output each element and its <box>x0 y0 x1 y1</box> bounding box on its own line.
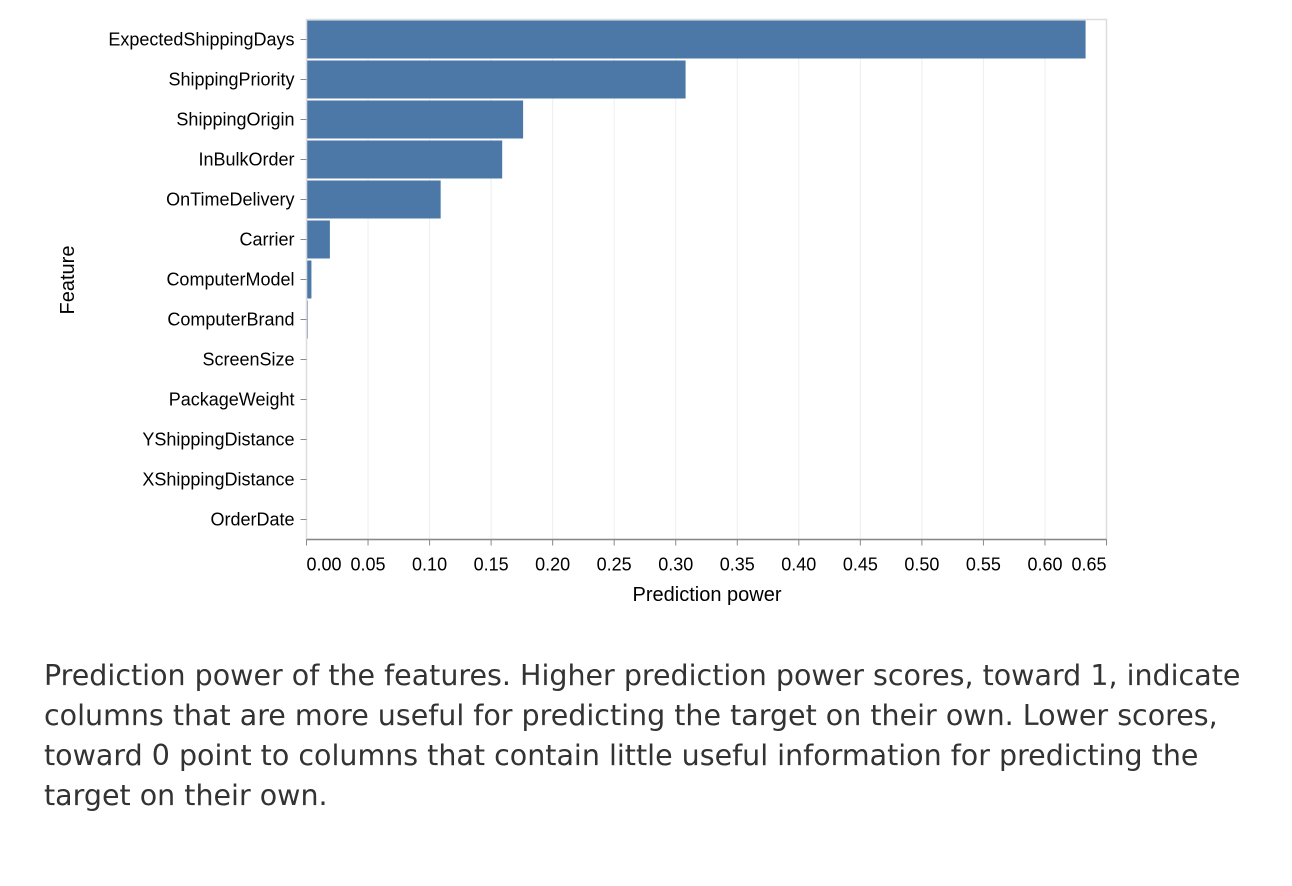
y-tick-label-YShippingDistance: YShippingDistance <box>142 430 294 450</box>
x-tick-label-3: 0.15 <box>474 555 509 575</box>
x-tick-label-10: 0.50 <box>904 555 939 575</box>
x-axis-title: Prediction power <box>633 584 782 606</box>
bar-ExpectedShippingDays <box>306 20 1086 59</box>
y-tick-label-ScreenSize: ScreenSize <box>202 350 294 370</box>
bar-OnTimeDelivery <box>306 180 441 219</box>
x-tick-label-9: 0.45 <box>843 555 878 575</box>
y-axis-title: Feature <box>57 246 79 315</box>
y-tick-label-PackageWeight: PackageWeight <box>169 390 295 410</box>
bar-ComputerModel <box>306 260 312 299</box>
bars <box>306 20 1086 339</box>
y-tick-label-ExpectedShippingDays: ExpectedShippingDays <box>108 30 294 50</box>
figure-caption: Prediction power of the features. Higher… <box>44 659 1241 812</box>
y-tick-label-Carrier: Carrier <box>239 230 294 250</box>
x-tick-label-0: 0.00 <box>307 555 342 575</box>
bar-ShippingOrigin <box>306 100 524 139</box>
x-tick-label-1: 0.05 <box>351 555 386 575</box>
y-tick-label-OrderDate: OrderDate <box>210 510 294 530</box>
x-tick-label-8: 0.40 <box>781 555 816 575</box>
y-tick-label-ComputerBrand: ComputerBrand <box>167 310 294 330</box>
y-tick-label-ShippingOrigin: ShippingOrigin <box>176 110 294 130</box>
feature-prediction-power-chart: ExpectedShippingDays ShippingPriority Ship… <box>57 18 1108 606</box>
x-tick-label-7: 0.35 <box>720 555 755 575</box>
y-tick-label-OnTimeDelivery: OnTimeDelivery <box>166 190 294 210</box>
y-tick-label-ShippingPriority: ShippingPriority <box>168 70 294 90</box>
x-tick-label-13: 0.65 <box>1071 555 1106 575</box>
x-tick-label-12: 0.60 <box>1027 555 1062 575</box>
bar-InBulkOrder <box>306 140 503 179</box>
y-axis: ExpectedShippingDays ShippingPriority Ship… <box>108 30 307 530</box>
x-tick-label-2: 0.10 <box>412 555 447 575</box>
bar-Carrier <box>306 220 330 259</box>
x-tick-label-6: 0.30 <box>658 555 693 575</box>
x-tick-label-11: 0.55 <box>966 555 1001 575</box>
y-tick-label-ComputerModel: ComputerModel <box>166 270 294 290</box>
bar-ShippingPriority <box>306 60 686 99</box>
x-tick-label-4: 0.20 <box>535 555 570 575</box>
y-tick-label-XShippingDistance: XShippingDistance <box>142 470 294 490</box>
x-axis: 0.00 0.05 0.10 0.15 0.20 0.25 0.30 0.35 0.40 0.45… <box>306 538 1107 575</box>
x-tick-label-5: 0.25 <box>597 555 632 575</box>
y-tick-label-InBulkOrder: InBulkOrder <box>198 150 294 170</box>
